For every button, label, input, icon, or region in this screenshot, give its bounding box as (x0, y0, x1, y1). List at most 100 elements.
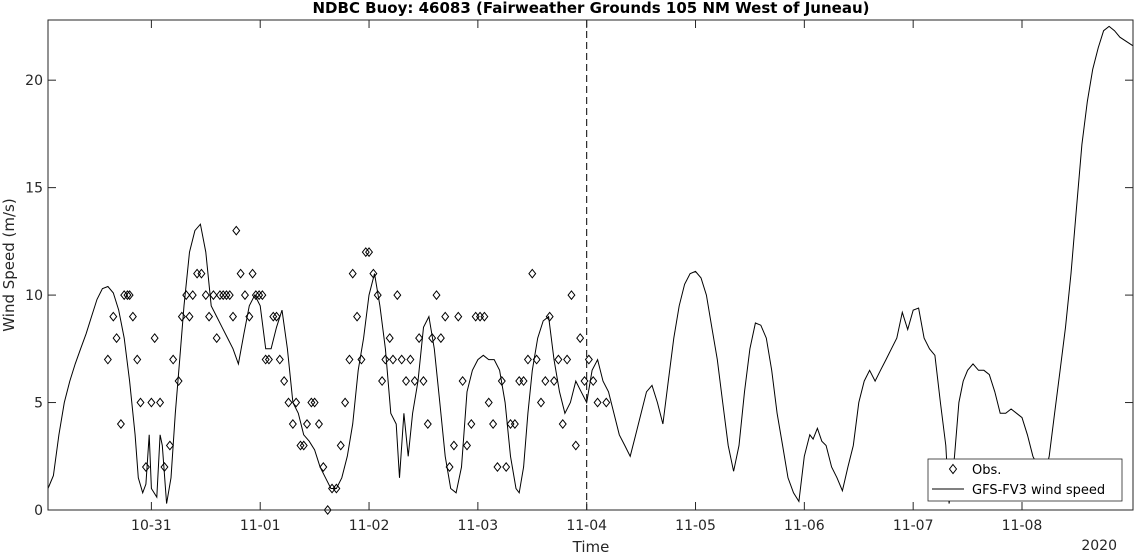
obs-point (497, 376, 506, 387)
obs-point (296, 440, 305, 451)
obs-point (125, 290, 134, 301)
obs-point (123, 290, 132, 301)
obs-point (365, 247, 374, 258)
obs-point (128, 311, 137, 322)
obs-point (177, 311, 186, 322)
obs-point (147, 397, 156, 408)
obs-point (156, 397, 165, 408)
legend-label-model: GFS-FV3 wind speed (972, 483, 1105, 498)
obs-point (436, 333, 445, 344)
obs-point (345, 354, 354, 365)
obs-point (303, 419, 312, 430)
obs-point (419, 376, 428, 387)
obs-point (532, 354, 541, 365)
x-tick-label: 11-01 (240, 518, 281, 534)
obs-point (272, 311, 281, 322)
obs-point (528, 268, 537, 279)
obs-point (169, 354, 178, 365)
obs-point (188, 290, 197, 301)
obs-point (197, 268, 206, 279)
obs-point (160, 462, 169, 473)
obs-point (240, 290, 249, 301)
x-tick-label: 11-08 (1002, 518, 1043, 534)
obs-point (449, 440, 458, 451)
obs-point (341, 397, 350, 408)
obs-point (112, 333, 121, 344)
axes-frame (47, 19, 1134, 511)
obs-point (109, 311, 118, 322)
y-axis-ticks: 0 5 10 15 20 (25, 73, 1133, 519)
obs-point (292, 397, 301, 408)
obs-point (567, 290, 576, 301)
x-axis-label: Time (572, 538, 610, 554)
obs-point (248, 268, 257, 279)
obs-point (584, 354, 593, 365)
x-tick-label: 11-05 (675, 518, 716, 534)
obs-point (510, 419, 519, 430)
obs-point (261, 354, 270, 365)
obs-point (288, 419, 297, 430)
obs-point (120, 290, 129, 301)
obs-point (133, 354, 142, 365)
chart-title: NDBC Buoy: 46083 (Fairweather Grounds 10… (313, 0, 870, 17)
obs-point (467, 419, 476, 430)
obs-point (571, 440, 580, 451)
year-label: 2020 (1081, 538, 1117, 554)
y-tick-label: 5 (34, 396, 43, 412)
obs-point (536, 397, 545, 408)
y-tick-label: 0 (34, 503, 43, 519)
obs-point (232, 225, 241, 236)
obs-point (484, 397, 493, 408)
obs-point (388, 354, 397, 365)
obs-point (225, 290, 234, 301)
obs-point (323, 504, 332, 516)
obs-point (397, 354, 406, 365)
obs-point (174, 376, 183, 387)
obs-point (489, 419, 498, 430)
obs-point (353, 311, 362, 322)
obs-point (251, 290, 260, 301)
obs-point (361, 247, 370, 258)
obs-point (385, 333, 394, 344)
obs-point (415, 333, 424, 344)
obs-point (116, 419, 125, 430)
obs-point (182, 290, 191, 301)
legend-label-obs: Obs. (972, 463, 1001, 478)
obs-point (423, 419, 432, 430)
obs-point (310, 397, 319, 408)
obs-point (580, 376, 589, 387)
obs-point (428, 333, 437, 344)
obs-point (554, 354, 563, 365)
x-tick-label: 11-06 (784, 518, 825, 534)
axes-box (47, 19, 1134, 511)
obs-point (219, 290, 228, 301)
obs-point (336, 440, 345, 451)
obs-point (593, 397, 602, 408)
obs-point (229, 311, 238, 322)
y-tick-label: 20 (25, 73, 43, 89)
obs-point (454, 311, 463, 322)
obs-point (209, 290, 218, 301)
obs-point (410, 376, 419, 387)
y-tick-label: 15 (25, 181, 43, 197)
obs-point (381, 354, 390, 365)
obs-point (480, 311, 489, 322)
obs-point (165, 440, 174, 451)
x-tick-label: 11-04 (566, 518, 607, 534)
obs-point (150, 333, 159, 344)
legend-box (927, 458, 1123, 502)
plot-area (48, 20, 1133, 510)
obs-point (357, 354, 366, 365)
obs-point (332, 483, 341, 494)
obs-point (458, 376, 467, 387)
obs-point (402, 376, 411, 387)
series-line-gfs-fv3 (47, 25, 1134, 504)
obs-point (558, 419, 567, 430)
legend: Obs. GFS-FV3 wind speed (927, 458, 1123, 502)
obs-point (255, 290, 264, 301)
obs-point (275, 354, 284, 365)
obs-point (201, 290, 210, 301)
y-axis-label: Wind Speed (m/s) (0, 198, 18, 331)
obs-point (222, 290, 231, 301)
